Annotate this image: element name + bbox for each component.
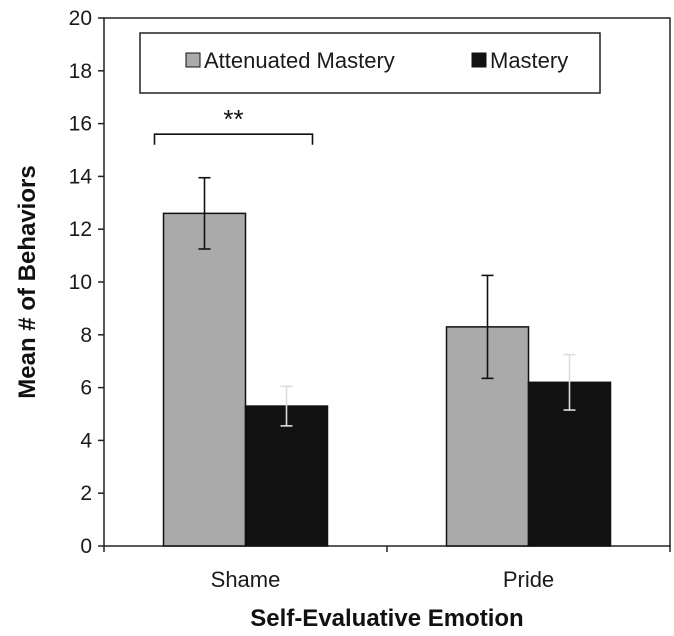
y-tick-label: 20 [69,7,92,30]
legend: Attenuated Mastery Mastery [139,32,601,94]
legend-swatch [471,52,487,68]
significance-label: ** [223,104,243,134]
y-tick-label: 0 [80,535,92,558]
error-bars [198,176,576,427]
x-axis-ticks: Shame Pride [103,546,671,592]
y-tick-label: 16 [69,113,92,136]
legend-box [139,32,601,94]
annotations: ** [153,104,314,145]
y-tick-label: 4 [80,429,92,452]
y-tick-label: 12 [69,218,92,241]
y-tick-label: 2 [80,482,92,505]
y-axis-ticks: 0 2 4 6 8 10 12 14 16 18 20 [69,7,104,558]
legend-label: Attenuated Mastery [204,48,395,73]
bar [162,212,247,547]
y-axis-title: Mean # of Behaviors [14,165,41,398]
x-category-label: Pride [503,567,554,592]
x-category-label: Shame [211,567,281,592]
y-tick-label: 10 [69,271,92,294]
legend-swatch [185,52,201,68]
y-tick-label: 8 [80,324,92,347]
legend-label: Mastery [490,48,568,73]
x-axis-title: Self-Evaluative Emotion [250,605,523,632]
bar [244,405,329,547]
y-tick-label: 6 [80,377,92,400]
significance-bracket [153,133,314,145]
y-tick-label: 14 [69,165,93,188]
y-tick-label: 18 [69,60,92,83]
